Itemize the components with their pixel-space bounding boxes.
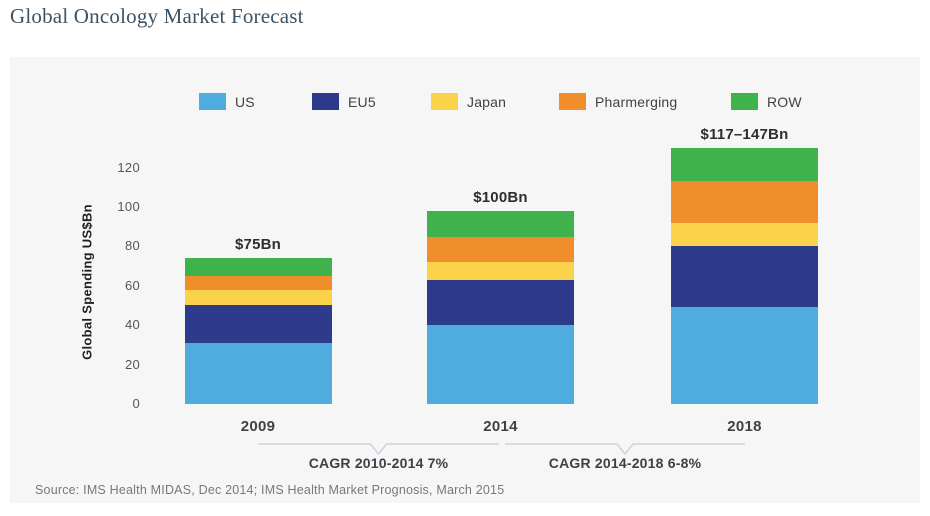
bar-segment-eu5-2009 [184,305,332,343]
bar-total-label-2009: $75Bn [234,236,282,254]
legend-item-eu5: EU5 [312,93,376,110]
bar-segment-row-2009 [184,258,332,276]
y-tick-label: 120 [117,159,140,175]
bar-segment-us-2014 [427,325,574,404]
y-tick-label: 60 [124,277,140,293]
bar-segment-row-2014 [427,210,574,237]
legend-item-japan: Japan [431,93,506,110]
bar-2018 [671,147,818,404]
source-note: Source: IMS Health MIDAS, Dec 2014; IMS … [35,483,505,497]
legend-item-us: US [199,93,255,110]
y-axis-title: Global Spending US$Bn [79,204,95,360]
x-tick-label-2018: 2018 [727,418,762,435]
bar-segment-pharmerging-2018 [671,181,818,223]
bar-segment-pharmerging-2009 [184,275,332,290]
bar-segment-japan-2018 [671,222,818,247]
legend-swatch-pharmerging [559,93,586,110]
y-tick-label: 80 [124,238,140,254]
legend-item-pharmerging: Pharmerging [559,93,677,110]
cagr-brace [258,443,499,456]
bar-segment-eu5-2018 [671,246,818,308]
chart-panel: US EU5 Japan Pharmerging ROW Global Spending… [10,57,920,503]
legend-swatch-row [731,93,758,110]
legend-label: EU5 [348,93,376,110]
bar-segment-row-2018 [671,147,818,182]
bar-2009 [184,258,332,404]
legend-label: US [235,93,255,110]
x-tick-label-2009: 2009 [240,418,276,435]
legend-swatch-us [199,93,226,110]
legend-label: Japan [467,93,507,110]
bar-total-label-2014: $100Bn [473,188,528,206]
bar-total-label-2018: $117–147Bn [700,125,789,143]
bar-segment-japan-2014 [427,262,574,280]
page-title: Global Oncology Market Forecast [10,4,304,28]
cagr-brace [505,443,745,456]
legend-label: Pharmerging [595,93,678,110]
bar-segment-eu5-2014 [427,279,574,326]
cagr-label-1: CAGR 2010-2014 7% [308,455,449,471]
bar-segment-japan-2009 [184,289,332,306]
y-tick-label: 0 [132,396,140,411]
legend-swatch-eu5 [312,93,339,110]
legend-label: ROW [767,93,802,110]
legend-swatch-japan [431,93,458,110]
y-tick-label: 20 [124,356,140,372]
bar-segment-us-2018 [671,307,818,404]
y-tick-label: 40 [124,317,140,333]
chart-legend: US EU5 Japan Pharmerging ROW [10,57,920,117]
x-tick-label-2014: 2014 [483,418,518,435]
legend-item-row: ROW [731,93,802,110]
bar-segment-us-2009 [184,342,332,404]
y-tick-label: 100 [117,199,140,214]
bar-segment-pharmerging-2014 [427,236,574,263]
bar-2014 [427,210,574,404]
cagr-label-2: CAGR 2014-2018 6-8% [548,455,702,471]
